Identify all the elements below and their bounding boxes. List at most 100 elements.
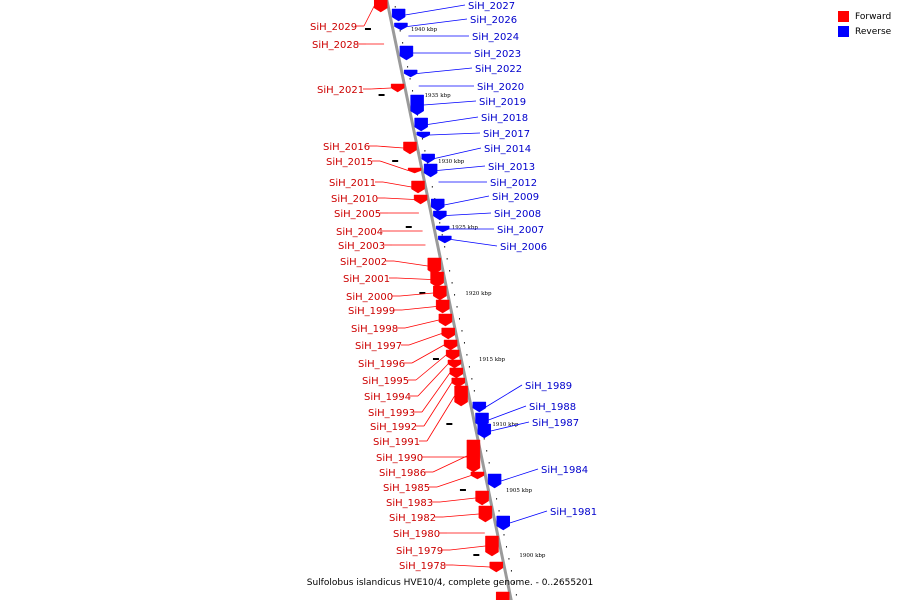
gene-label-sih_2006[interactable]: SiH_2006 bbox=[500, 242, 547, 253]
sih_1991-glyph bbox=[454, 385, 468, 407]
gene-label-sih_2022[interactable]: SiH_2022 bbox=[475, 64, 522, 75]
gene-label-sih_1996[interactable]: SiH_1996 bbox=[358, 359, 405, 370]
gene-label-sih_2003[interactable]: SiH_2003 bbox=[338, 241, 385, 252]
gene-label-sih_2023[interactable]: SiH_2023 bbox=[474, 49, 521, 60]
sih_1985-glyph bbox=[470, 471, 485, 480]
leader-line bbox=[449, 545, 486, 551]
gene-label-sih_1998[interactable]: SiH_1998 bbox=[351, 324, 398, 335]
kbp-scale: 1940 kbp 1935 kbp 1930 kbp 1925 kbp 1920 kbp… bbox=[364, 27, 546, 559]
leader-line bbox=[436, 475, 472, 488]
gene-label-sih_1988[interactable]: SiH_1988 bbox=[529, 402, 576, 413]
gene-label-sih_2020[interactable]: SiH_2020 bbox=[477, 82, 524, 93]
gene-label-sih_1984[interactable]: SiH_1984 bbox=[541, 465, 588, 476]
gene-label-sih_1983[interactable]: SiH_1983 bbox=[386, 498, 433, 509]
reverse-swatch bbox=[838, 26, 849, 37]
sih_1979-glyph bbox=[485, 535, 499, 557]
gene-label-sih_1993[interactable]: SiH_1993 bbox=[368, 408, 415, 419]
gene-label-sih_1990[interactable]: SiH_1990 bbox=[376, 453, 423, 464]
legend-forward-label: Forward bbox=[855, 11, 892, 22]
sih_2022-glyph bbox=[403, 69, 418, 78]
leader-line bbox=[393, 260, 428, 267]
gene-glyph bbox=[495, 591, 510, 600]
gene-label-sih_2009[interactable]: SiH_2009 bbox=[492, 192, 539, 203]
leader-line bbox=[437, 165, 486, 171]
sih_1996-glyph bbox=[443, 339, 458, 351]
sih_1986-glyph bbox=[466, 439, 481, 473]
gene-label-sih_1982[interactable]: SiH_1982 bbox=[389, 513, 436, 524]
gene-label-sih_2011[interactable]: SiH_2011 bbox=[329, 178, 376, 189]
gene-label-sih_2000[interactable]: SiH_2000 bbox=[346, 292, 393, 303]
gene-label-sih_2010[interactable]: SiH_2010 bbox=[331, 194, 378, 205]
leader-line bbox=[434, 147, 482, 159]
kbp-label: 1925 kbp bbox=[452, 225, 479, 231]
kbp-label: 1920 kbp bbox=[465, 291, 492, 297]
kbp-label: 1915 kbp bbox=[479, 357, 506, 363]
forward-swatch bbox=[838, 11, 849, 22]
gene-label-sih_2014[interactable]: SiH_2014 bbox=[484, 144, 531, 155]
gene-label-sih_1981[interactable]: SiH_1981 bbox=[550, 507, 597, 518]
legend-forward: Forward bbox=[838, 9, 891, 24]
sih_2017-glyph bbox=[416, 131, 431, 139]
gene-label-sih_2026[interactable]: SiH_2026 bbox=[470, 15, 517, 26]
gene-label-sih_1989[interactable]: SiH_1989 bbox=[525, 381, 572, 392]
gene-label-sih_2002[interactable]: SiH_2002 bbox=[340, 257, 387, 268]
sih_2009-glyph bbox=[430, 198, 445, 212]
leader-line bbox=[451, 239, 498, 247]
leader-line bbox=[363, 5, 375, 27]
gene-label-sih_2024[interactable]: SiH_2024 bbox=[472, 32, 519, 43]
leader-line bbox=[488, 405, 527, 421]
gene-label-sih_1995[interactable]: SiH_1995 bbox=[362, 376, 409, 387]
gene-label-sih_2001[interactable]: SiH_2001 bbox=[343, 274, 390, 285]
legend-reverse-label: Reverse bbox=[855, 26, 892, 37]
kbp-label: 1910 kbp bbox=[492, 422, 519, 428]
leader-line bbox=[399, 292, 434, 297]
gene-label-sih_1992[interactable]: SiH_1992 bbox=[370, 422, 417, 433]
gene-label-sih_1991[interactable]: SiH_1991 bbox=[373, 437, 420, 448]
sih_2013-glyph bbox=[423, 163, 438, 178]
gene-label-sih_2012[interactable]: SiH_2012 bbox=[490, 178, 537, 189]
leader-line bbox=[370, 87, 392, 90]
leader-line bbox=[500, 468, 539, 482]
gene-label-sih_2004[interactable]: SiH_2004 bbox=[336, 227, 383, 238]
sih_2006-glyph bbox=[438, 235, 452, 244]
genome-caption: Sulfolobus islandicus HVE10/4, complete … bbox=[306, 578, 594, 588]
sih_2015-glyph bbox=[407, 167, 422, 174]
gene-label-sih_2028[interactable]: SiH_2028 bbox=[312, 40, 359, 51]
gene-label-sih_1985[interactable]: SiH_1985 bbox=[383, 483, 430, 494]
gene-label-sih_2017[interactable]: SiH_2017 bbox=[483, 129, 530, 140]
label-leader-lines bbox=[356, 4, 548, 568]
sih_1989-glyph bbox=[472, 401, 487, 413]
sih_2001-glyph bbox=[430, 271, 444, 288]
gene-label-sih_1986[interactable]: SiH_1986 bbox=[379, 468, 426, 479]
gene-label-sih_1999[interactable]: SiH_1999 bbox=[348, 306, 395, 317]
gene-label-sih_1997[interactable]: SiH_1997 bbox=[355, 341, 402, 352]
gene-labels: SiH_2029 SiH_2028 SiH_2027 SiH_2026 SiH_2024… bbox=[310, 1, 597, 572]
leader-line bbox=[444, 195, 490, 206]
leader-line bbox=[396, 277, 431, 280]
gene-label-sih_2007[interactable]: SiH_2007 bbox=[497, 225, 544, 236]
gene-label-sih_2008[interactable]: SiH_2008 bbox=[494, 209, 541, 220]
gene-label-sih_2015[interactable]: SiH_2015 bbox=[326, 157, 373, 168]
gene-label-sih_1994[interactable]: SiH_1994 bbox=[364, 392, 411, 403]
gene-label-sih_1979[interactable]: SiH_1979 bbox=[396, 546, 443, 557]
sih_1994-glyph bbox=[447, 359, 462, 369]
kbp-label: 1930 kbp bbox=[438, 159, 465, 165]
gene-label-sih_2005[interactable]: SiH_2005 bbox=[334, 209, 381, 220]
gene-label-sih_2021[interactable]: SiH_2021 bbox=[317, 85, 364, 96]
gene-label-sih_2029[interactable]: SiH_2029 bbox=[310, 22, 357, 33]
kbp-label: 1935 kbp bbox=[425, 93, 452, 99]
leader-line bbox=[427, 116, 479, 125]
sih_1981-glyph bbox=[496, 515, 510, 531]
gene-label-sih_1980[interactable]: SiH_1980 bbox=[393, 529, 440, 540]
gene-label-sih_2019[interactable]: SiH_2019 bbox=[479, 97, 526, 108]
gene-label-sih_1978[interactable]: SiH_1978 bbox=[399, 561, 446, 572]
gene-label-sih_2027[interactable]: SiH_2027 bbox=[468, 1, 515, 12]
sih_2014-glyph bbox=[421, 153, 435, 164]
gene-label-sih_2016[interactable]: SiH_2016 bbox=[323, 142, 370, 153]
sih_2002-glyph bbox=[427, 257, 442, 275]
gene-label-sih_2013[interactable]: SiH_2013 bbox=[488, 162, 535, 173]
sih_2000-glyph bbox=[433, 285, 447, 301]
gene-label-sih_1987[interactable]: SiH_1987 bbox=[532, 418, 579, 429]
sih_2008-glyph bbox=[433, 210, 447, 221]
gene-label-sih_2018[interactable]: SiH_2018 bbox=[481, 113, 528, 124]
